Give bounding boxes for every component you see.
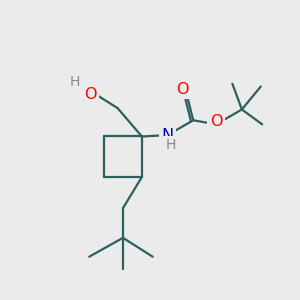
Text: H: H <box>166 138 176 152</box>
Text: O: O <box>176 82 189 97</box>
Text: H: H <box>69 75 80 89</box>
Text: N: N <box>161 128 174 142</box>
Text: O: O <box>84 87 97 102</box>
Text: O: O <box>210 114 222 129</box>
